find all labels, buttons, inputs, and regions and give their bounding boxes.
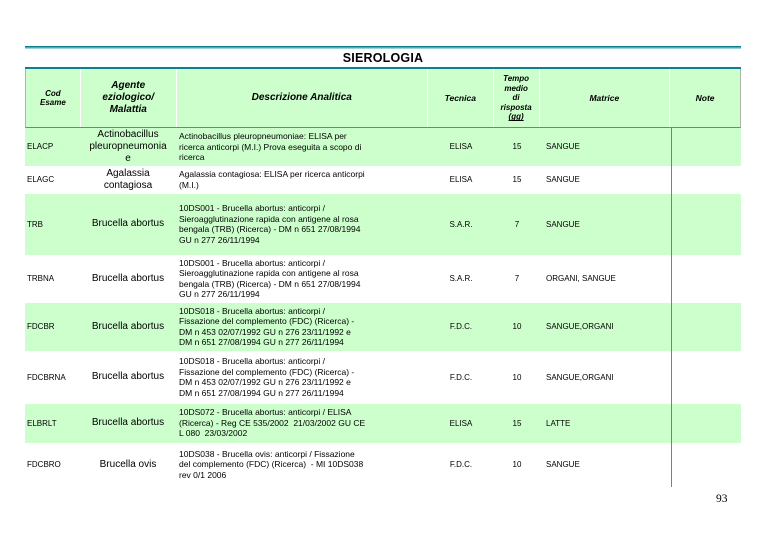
- cell-cod-esame: ELACP: [27, 142, 54, 152]
- cell-matrice: ORGANI, SANGUE: [546, 274, 616, 283]
- cell-matrice: SANGUE: [546, 460, 580, 469]
- table-row: FDCBRNA Brucella abortus 10DS018 - Bruce…: [25, 350, 741, 404]
- cell-descrizione: 10DS018 - Brucella abortus: anticorpi / …: [179, 356, 355, 398]
- cell-tecnica: ELISA: [449, 418, 473, 428]
- cell-descrizione: Agalassia contagiosa: ELISA per ricerca …: [179, 169, 365, 190]
- table-row: FDCBRO Brucella ovis 10DS038 - Brucella …: [25, 442, 741, 487]
- cell-descrizione: 10DS038 - Brucella ovis: anticorpi / Fis…: [179, 448, 364, 480]
- table-row: TRB Brucella abortus 10DS001 - Brucella …: [25, 193, 741, 255]
- cell-descrizione: Actinobacillus pleuropneumoniae: ELISA p…: [179, 131, 362, 162]
- cell-descrizione: 10DS001 - Brucella abortus: anticorpi / …: [179, 257, 361, 300]
- cell-note: [671, 128, 741, 166]
- cell-cod-esame: TRBNA: [27, 274, 55, 283]
- cell-tempo-risposta: 7: [514, 219, 520, 229]
- column-header-agente-eziologico: Agente eziologico/ Malattia: [81, 69, 177, 127]
- cell-tempo-risposta: 15: [512, 142, 522, 152]
- column-header-tecnica: Tecnica: [428, 69, 494, 127]
- table-body: ELACP Actinobacillus pleuropneumonia e A…: [25, 128, 741, 487]
- cell-tecnica: F.D.C.: [449, 460, 473, 469]
- cell-tempo-risposta: 10: [512, 372, 522, 382]
- table-row: ELACP Actinobacillus pleuropneumonia e A…: [25, 128, 741, 166]
- serology-table: Cod Esame Agente eziologico/ Malattia De…: [25, 67, 741, 487]
- table-row: TRBNA Brucella abortus 10DS001 - Brucell…: [25, 254, 741, 303]
- cell-note: [671, 165, 741, 194]
- cell-tecnica: ELISA: [449, 142, 473, 152]
- section-title: SIEROLOGIA: [342, 51, 424, 65]
- cell-agente: Brucella abortus: [91, 417, 165, 428]
- column-header-note: Note: [695, 93, 715, 103]
- column-header-cod-esame: Cod Esame: [26, 69, 81, 127]
- cell-tecnica: ELISA: [449, 175, 473, 184]
- table-row: FDCBR Brucella abortus 10DS018 - Brucell…: [25, 302, 741, 351]
- cell-matrice: SANGUE: [546, 142, 580, 152]
- table-header-row: Cod Esame Agente eziologico/ Malattia De…: [25, 69, 741, 128]
- table-row: ELBRLT Brucella abortus 10DS072 - Brucel…: [25, 403, 741, 443]
- cell-agente: Brucella abortus: [91, 320, 165, 332]
- cell-tempo-risposta: 7: [514, 274, 520, 283]
- top-divider-rule: [25, 46, 741, 49]
- table-row: ELAGC Agalassia contagiosa Agalassia con…: [25, 165, 741, 194]
- cell-matrice: LATTE: [546, 418, 571, 428]
- cell-descrizione: 10DS018 - Brucella abortus: anticorpi / …: [179, 305, 355, 348]
- cell-agente: Actinobacillus pleuropneumonia e: [89, 128, 167, 164]
- cell-tempo-risposta: 10: [512, 460, 522, 469]
- cell-cod-esame: TRB: [27, 219, 43, 229]
- cell-agente: Brucella abortus: [91, 218, 165, 229]
- cell-cod-esame: FDCBRNA: [27, 372, 66, 382]
- cell-agente: Agalassia contagiosa: [103, 167, 153, 191]
- cell-tecnica: S.A.R.: [449, 219, 473, 229]
- cell-tecnica: S.A.R.: [449, 274, 473, 283]
- cell-agente: Brucella abortus: [91, 272, 165, 284]
- cell-cod-esame: ELBRLT: [27, 418, 57, 428]
- cell-descrizione: 10DS072 - Brucella abortus: anticorpi / …: [179, 407, 366, 439]
- page-number: 93: [716, 493, 728, 505]
- cell-descrizione: 10DS001 - Brucella abortus: anticorpi / …: [179, 203, 361, 245]
- cell-note: [671, 193, 741, 255]
- column-header-descrizione-analitica: Descrizione Analitica: [177, 69, 428, 127]
- cell-note: [671, 403, 741, 443]
- cell-note: [671, 302, 741, 351]
- cell-cod-esame: FDCBR: [27, 322, 55, 331]
- cell-tecnica: F.D.C.: [449, 372, 473, 382]
- column-header-matrice: Matrice: [540, 69, 671, 127]
- column-header-tempo-unit: (gg): [508, 112, 524, 122]
- cell-matrice: SANGUE,ORGANI: [546, 322, 614, 331]
- cell-matrice: SANGUE: [546, 175, 580, 184]
- cell-cod-esame: ELAGC: [27, 175, 55, 184]
- cell-cod-esame: FDCBRO: [27, 460, 61, 469]
- cell-agente: Brucella abortus: [91, 371, 165, 382]
- cell-matrice: SANGUE: [546, 219, 580, 229]
- cell-tempo-risposta: 15: [512, 418, 522, 428]
- cell-note: [671, 442, 741, 487]
- cell-tempo-risposta: 10: [512, 322, 522, 331]
- cell-matrice: SANGUE,ORGANI: [546, 372, 614, 382]
- cell-note: [671, 254, 741, 303]
- column-header-tempo-risposta: Tempo medio di risposta (gg): [494, 69, 540, 127]
- cell-tecnica: F.D.C.: [449, 322, 473, 331]
- cell-tempo-risposta: 15: [512, 175, 522, 184]
- column-header-tempo-main: Tempo medio di risposta: [500, 74, 532, 112]
- cell-agente: Brucella ovis: [99, 458, 157, 470]
- cell-note: [671, 350, 741, 404]
